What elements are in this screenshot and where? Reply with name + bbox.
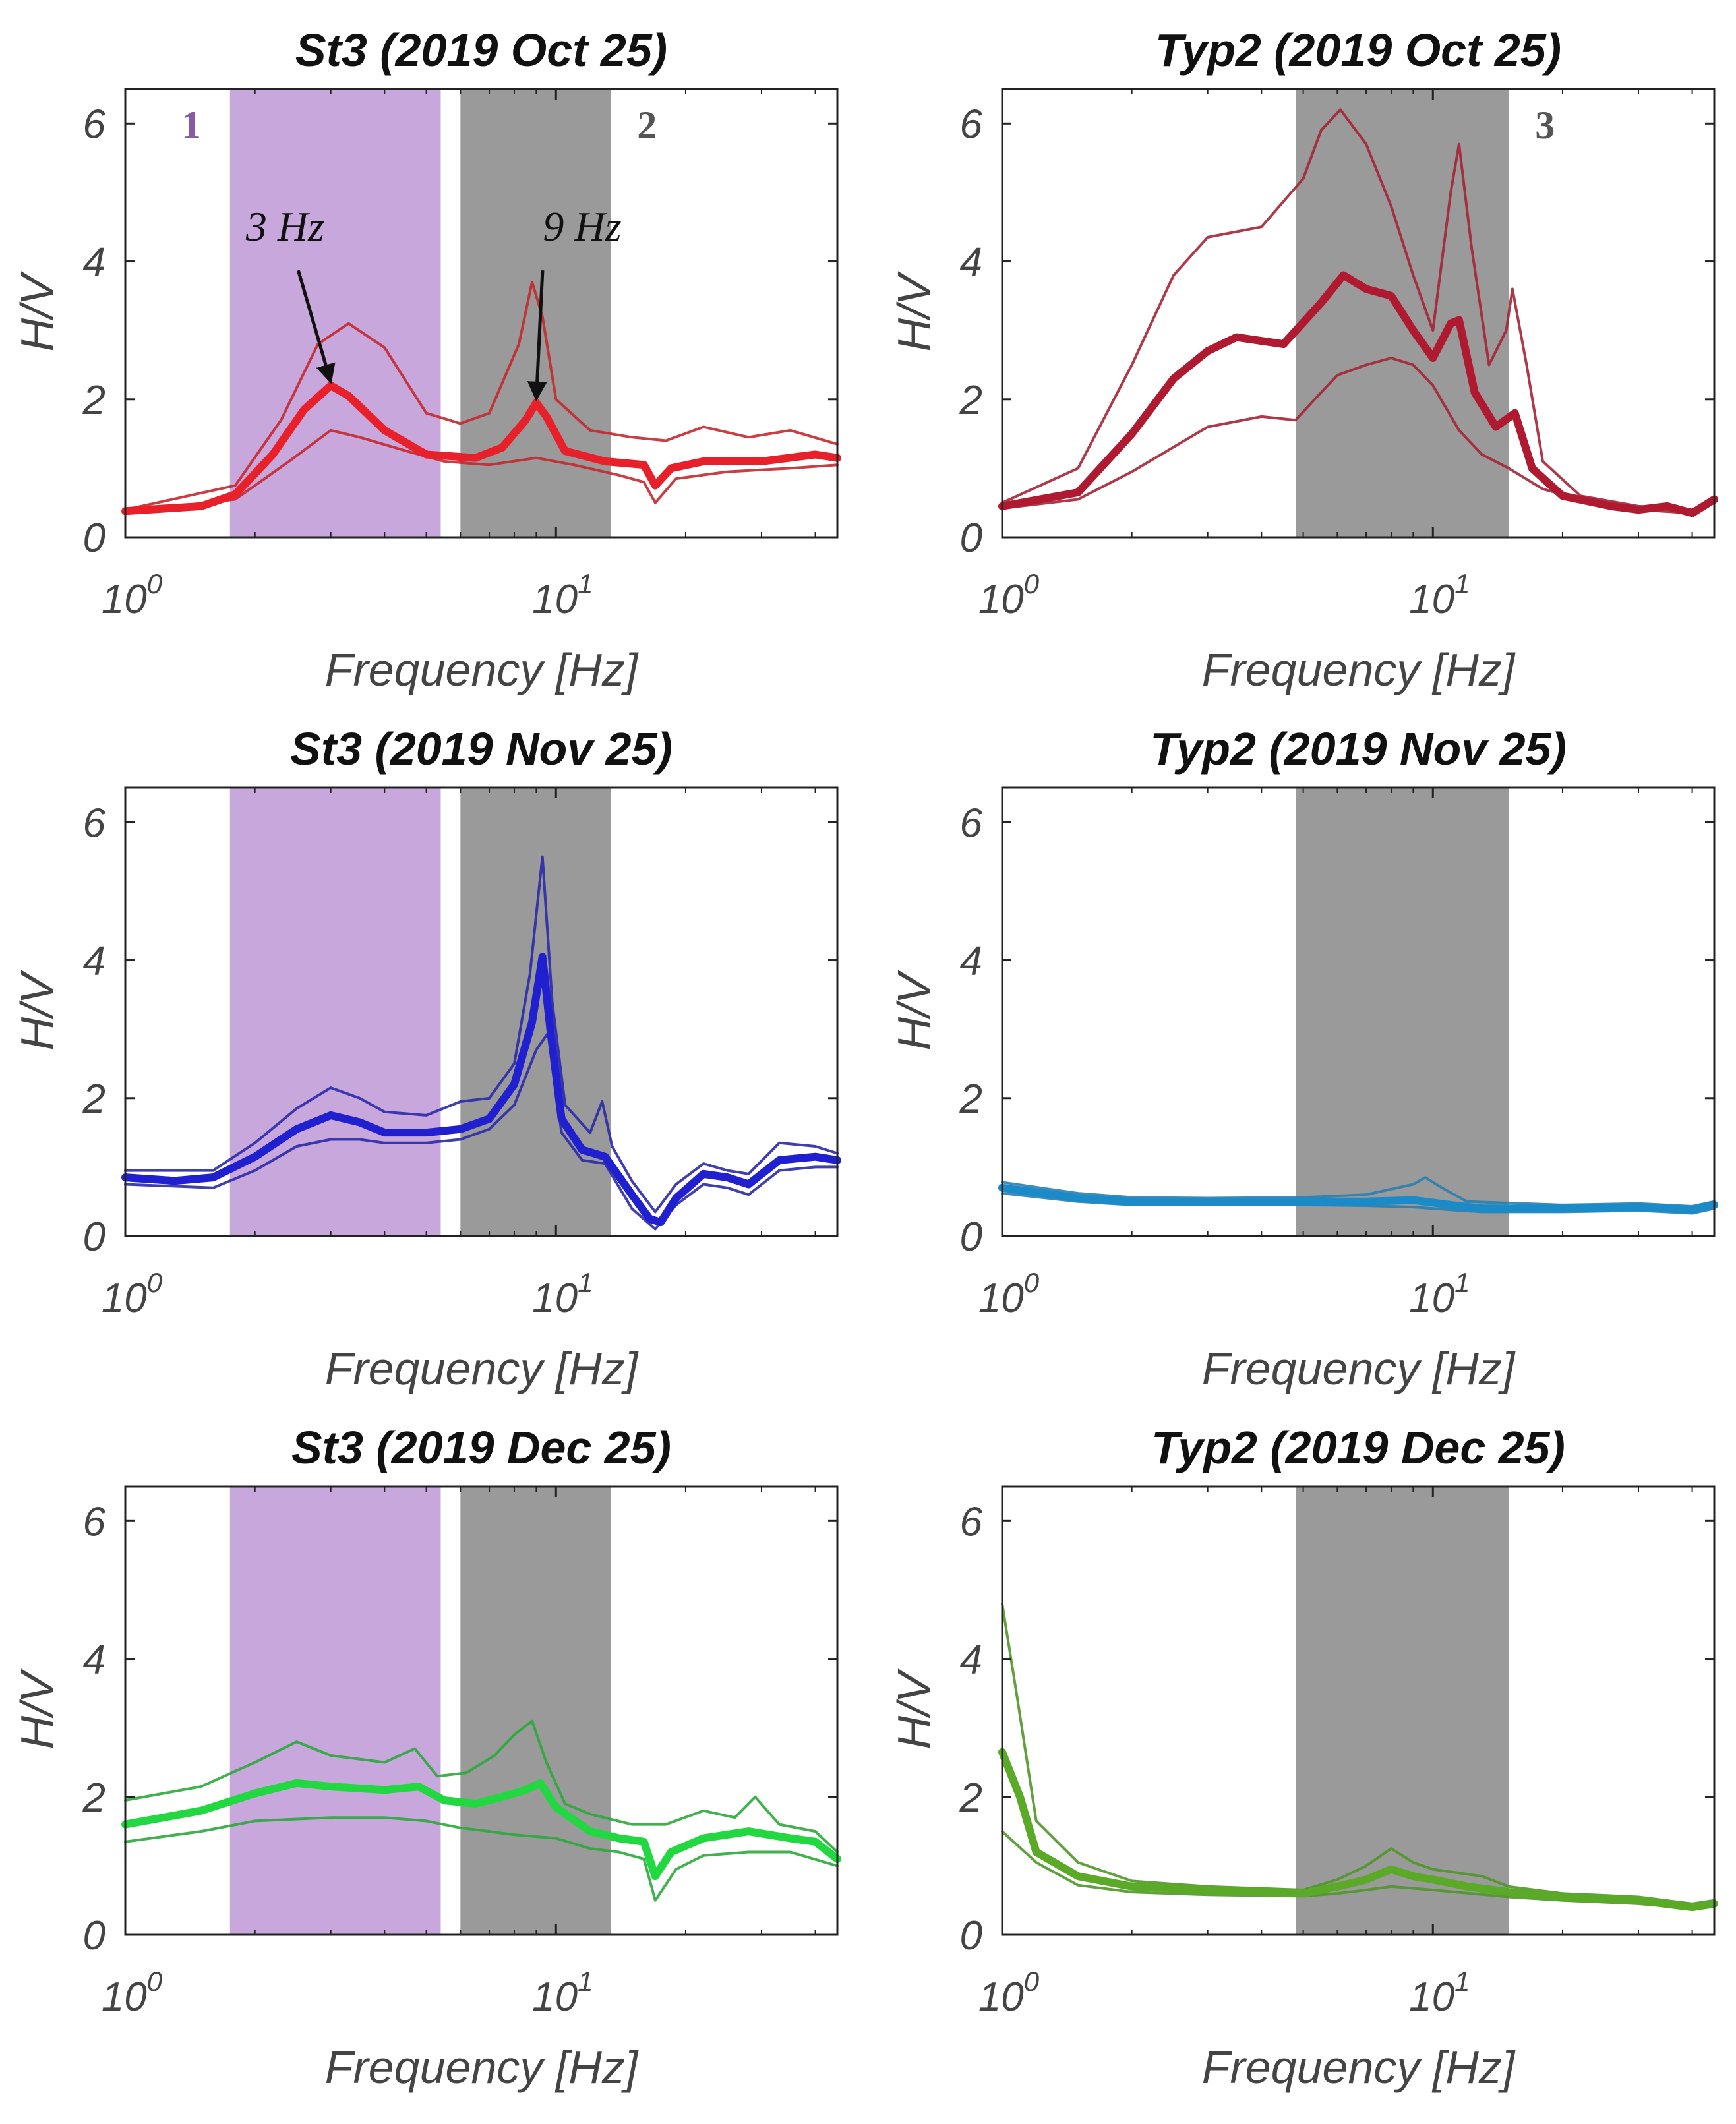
y-tick-label: 2 — [959, 378, 982, 423]
series-mean-std — [124, 1719, 839, 1854]
x-tick-label: 100 — [978, 1966, 1040, 2020]
panel-title: St3 (2019 Nov 25) — [290, 723, 673, 775]
y-axis-label: H/V — [11, 1668, 63, 1749]
annotation-1-label: 9 Hz — [543, 203, 621, 250]
series-mean-std — [124, 428, 839, 514]
x-axis-label: Frequency [Hz] — [1202, 1343, 1516, 1394]
series-mean-std — [124, 855, 839, 1214]
panel-typ2-oct: Typ2 (2019 Oct 25) 0 2 4 6 100 101 Frequency [H… — [888, 24, 1718, 695]
panel-title: St3 (2019 Oct 25) — [295, 24, 667, 76]
y-tick-label: 4 — [83, 1637, 105, 1683]
x-tick-label: 101 — [532, 568, 593, 622]
axes-frame — [1001, 786, 1716, 1237]
panel-st3-oct: St3 (2019 Oct 25) 0 2 4 6 100 101 Frequency [Hz… — [11, 24, 841, 695]
series-mean-std — [124, 1816, 839, 1902]
band-2-rect — [460, 89, 611, 537]
y-axis-label: H/V — [888, 969, 940, 1050]
y-tick-label: 4 — [960, 1637, 982, 1683]
x-tick-label: 101 — [532, 1966, 593, 2020]
panel-st3-dec: St3 (2019 Dec 25) 0 2 4 6 100 101 Frequency [Hz… — [11, 1422, 841, 2093]
axes-frame — [1001, 1485, 1716, 1936]
annotation-0-label: 3 Hz — [245, 203, 324, 250]
y-tick-label: 4 — [960, 240, 982, 285]
y-tick-label: 6 — [960, 1499, 983, 1545]
panel-title: Typ2 (2019 Oct 25) — [1155, 24, 1561, 76]
series-mean — [998, 1748, 1718, 1912]
y-tick-label: 2 — [959, 1775, 982, 1821]
axes-frame — [124, 1485, 839, 1936]
bands — [229, 89, 611, 537]
y-tick-label: 0 — [83, 1913, 105, 1959]
x-tick-label: 100 — [102, 1267, 163, 1321]
y-tick-label: 2 — [82, 1077, 105, 1122]
y-tick-label: 6 — [83, 800, 106, 846]
y-axis-label: H/V — [11, 969, 63, 1050]
x-tick-label: 101 — [1409, 1966, 1470, 2020]
band-3-rect — [1296, 1487, 1509, 1935]
x-tick-label: 100 — [102, 568, 163, 622]
y-tick-label: 0 — [83, 516, 105, 561]
x-axis-label: Frequency [Hz] — [1202, 2042, 1516, 2093]
panel-title: Typ2 (2019 Dec 25) — [1151, 1422, 1565, 1473]
x-tick-label: 100 — [978, 568, 1040, 622]
series-mean — [121, 1779, 841, 1881]
y-tick-label: 2 — [82, 378, 105, 423]
annotation-0-arrow — [297, 270, 336, 384]
axes-frame — [124, 88, 839, 539]
panel-typ2-dec: Typ2 (2019 Dec 25) 0 2 4 6 100 101 Frequency [H… — [888, 1422, 1718, 2093]
y-tick-label: 4 — [960, 939, 982, 984]
x-tick-label: 100 — [102, 1966, 163, 2020]
x-tick-label: 101 — [532, 1267, 593, 1321]
y-tick-label: 2 — [82, 1775, 105, 1821]
annotation-1-arrow — [527, 270, 547, 401]
series-mean — [998, 1183, 1718, 1214]
series-mean — [998, 271, 1718, 517]
x-axis-label: Frequency [Hz] — [325, 644, 639, 695]
bands — [229, 1487, 611, 1935]
series-mean — [121, 381, 841, 516]
y-axis-label: H/V — [888, 1668, 940, 1749]
panel-title: Typ2 (2019 Nov 25) — [1150, 723, 1567, 775]
y-tick-label: 0 — [960, 1913, 982, 1959]
x-tick-label: 101 — [1409, 568, 1470, 622]
series-mean-std — [1001, 108, 1716, 512]
y-tick-label: 6 — [83, 1499, 106, 1545]
x-tick-label: 100 — [978, 1267, 1040, 1321]
y-tick-label: 6 — [960, 800, 983, 846]
bands — [1296, 1487, 1509, 1935]
panel-st3-nov: St3 (2019 Nov 25) 0 2 4 6 100 101 Frequency [Hz… — [11, 723, 841, 1394]
band-3-rect — [1296, 788, 1509, 1236]
y-tick-label: 0 — [960, 1214, 982, 1260]
band-2-rect — [460, 1487, 611, 1935]
y-axis-label: H/V — [11, 270, 63, 351]
y-tick-label: 2 — [959, 1077, 982, 1122]
y-tick-label: 0 — [83, 1214, 105, 1260]
band-1-rect — [229, 788, 441, 1236]
x-axis-label: Frequency [Hz] — [325, 1343, 639, 1394]
x-axis-label: Frequency [Hz] — [1202, 644, 1516, 695]
series-mean-std — [124, 280, 839, 512]
panel-typ2-nov: Typ2 (2019 Nov 25) 0 2 4 6 100 101 Frequency [H… — [888, 723, 1718, 1394]
x-axis-label: Frequency [Hz] — [325, 2042, 639, 2093]
panel-title: St3 (2019 Dec 25) — [291, 1422, 671, 1473]
band-3-label: 3 — [1535, 103, 1555, 147]
y-tick-label: 0 — [960, 516, 982, 561]
y-tick-label: 4 — [83, 939, 105, 984]
y-axis-label: H/V — [888, 270, 940, 351]
band-2-label: 2 — [637, 103, 657, 147]
y-tick-label: 4 — [83, 240, 105, 285]
band-1-rect — [229, 1487, 441, 1935]
axes-frame — [124, 786, 839, 1237]
x-tick-label: 101 — [1409, 1267, 1470, 1321]
y-tick-label: 6 — [960, 102, 983, 147]
y-tick-label: 6 — [83, 102, 106, 147]
band-1-label: 1 — [181, 103, 201, 147]
axes-frame — [1001, 88, 1716, 539]
bands — [1296, 788, 1509, 1236]
series-mean — [121, 953, 841, 1227]
